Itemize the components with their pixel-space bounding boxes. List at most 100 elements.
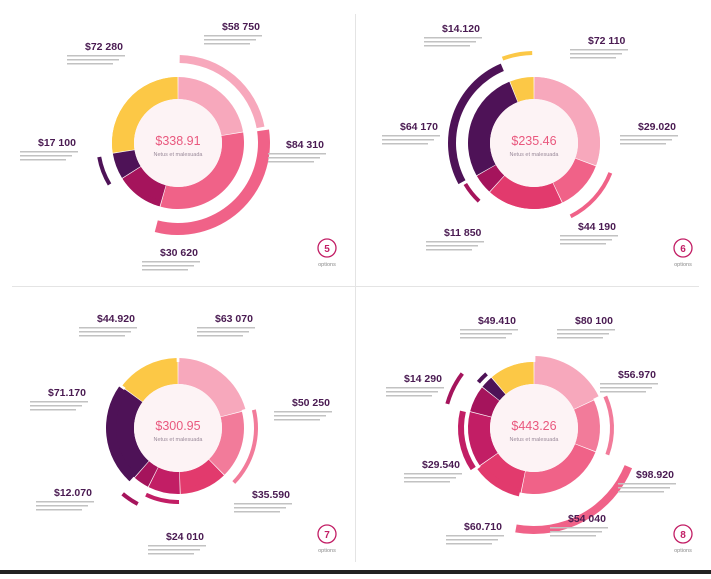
slice-description-line — [67, 59, 119, 61]
center-value: $338.91 — [155, 134, 200, 148]
slice-arc-2 — [603, 395, 614, 456]
slice-arc-7 — [122, 358, 177, 392]
slice-description-line — [79, 331, 131, 333]
slice-value-label-2: $50 250 — [292, 397, 330, 409]
slice-value-label-5: $64 170 — [400, 121, 438, 133]
slice-arc-1 — [535, 77, 600, 165]
slice-value-label-6: $14.120 — [442, 23, 480, 35]
slice-description-line — [570, 49, 628, 51]
slice-description-line — [67, 55, 125, 57]
slice-description-line — [148, 545, 206, 547]
donut-chart-1: $58 750 $84 310 $30 620 $17 100 $72 280 $338.… — [20, 21, 337, 271]
slice-description-line — [204, 39, 256, 41]
slice-arc-2 — [569, 172, 613, 219]
slice-description-line — [30, 401, 88, 403]
slice-description-line — [234, 511, 280, 513]
slice-description-line — [600, 383, 658, 385]
slice-value-label-7: $14 290 — [404, 373, 442, 385]
slice-arc-1 — [535, 356, 599, 400]
slice-description-line — [404, 477, 456, 479]
center-value: $235.46 — [511, 134, 556, 148]
slice-description-line — [560, 235, 618, 237]
slice-description-line — [557, 337, 603, 339]
slice-description-line — [382, 135, 440, 137]
slice-description-line — [426, 249, 472, 251]
slice-description-line — [30, 405, 82, 407]
slice-description-line — [600, 391, 646, 393]
slice-arc-2 — [154, 129, 270, 235]
slice-2 — [573, 400, 600, 452]
options-badge-number: 7 — [324, 530, 330, 541]
slice-description-line — [426, 241, 484, 243]
slice-value-label-3: $30 620 — [160, 247, 198, 259]
slice-arc-4 — [477, 464, 521, 497]
slice-value-label-5: $12.070 — [54, 487, 92, 499]
slice-value-label-2: $29.020 — [638, 121, 676, 133]
slice-description-line — [550, 531, 602, 533]
slice-value-label-1: $80 100 — [575, 315, 613, 327]
slice-description-line — [618, 483, 676, 485]
slice-description-line — [570, 57, 616, 59]
slice-description-line — [79, 335, 125, 337]
slice-description-line — [560, 239, 612, 241]
slice-description-line — [142, 265, 194, 267]
slice-2 — [209, 411, 244, 475]
slice-8 — [491, 362, 534, 395]
options-badge-circle — [673, 238, 693, 258]
slice-arc-3 — [180, 467, 220, 488]
center-disc — [134, 99, 222, 187]
slice-description-line — [386, 387, 444, 389]
slice-5 — [134, 461, 158, 487]
slice-description-line — [274, 419, 320, 421]
slice-description-line — [424, 45, 470, 47]
slice-arc-8 — [492, 362, 533, 382]
slice-2 — [160, 132, 245, 209]
slice-7 — [482, 377, 506, 401]
slice-5 — [112, 77, 178, 153]
slice-description-line — [557, 333, 609, 335]
slice-arc-4 — [463, 182, 481, 203]
slice-arc-1 — [179, 55, 265, 129]
slice-1 — [178, 362, 242, 417]
center-value: $443.26 — [511, 419, 556, 433]
slice-description-line — [620, 143, 666, 145]
slice-description-line — [382, 143, 428, 145]
slice-description-line — [204, 35, 262, 37]
slice-1 — [534, 77, 600, 166]
slice-description-line — [426, 245, 478, 247]
center-disc — [134, 384, 222, 472]
slice-description-line — [404, 481, 450, 483]
slice-description-line — [446, 535, 504, 537]
options-badge-label: options — [674, 262, 692, 268]
options-badge-label: options — [318, 548, 336, 554]
slice-description-line — [36, 509, 82, 511]
slice-7 — [125, 362, 178, 402]
slice-description-line — [618, 491, 664, 493]
center-label: Netus et malesuada — [510, 437, 560, 443]
slice-description-line — [234, 507, 286, 509]
options-badge-number: 6 — [680, 244, 686, 255]
slice-arc-5 — [448, 63, 504, 185]
slice-value-label-1: $72 110 — [588, 35, 626, 47]
slice-value-label-4: $24 010 — [166, 531, 204, 543]
options-badge-number: 5 — [324, 244, 330, 255]
slice-description-line — [197, 327, 255, 329]
slice-value-label-1: $63 070 — [215, 313, 253, 325]
slice-description-line — [620, 135, 678, 137]
slice-arc-4 — [145, 492, 180, 504]
slice-4 — [112, 150, 141, 178]
slice-4 — [148, 467, 180, 494]
slice-description-line — [386, 395, 432, 397]
slice-value-label-4: $17 100 — [38, 137, 76, 149]
slice-5 — [468, 411, 498, 466]
slice-description-line — [142, 269, 188, 271]
options-badge-circle — [317, 238, 337, 258]
slice-description-line — [560, 243, 606, 245]
slice-value-label-8: $49.410 — [478, 315, 516, 327]
slice-description-line — [274, 415, 326, 417]
donut-chart-2: $72 110 $29.020 $44 190 $11 850 $64 170 $14.1… — [382, 23, 693, 268]
center-disc — [490, 384, 578, 472]
slice-description-line — [20, 159, 66, 161]
slice-description-line — [268, 157, 320, 159]
